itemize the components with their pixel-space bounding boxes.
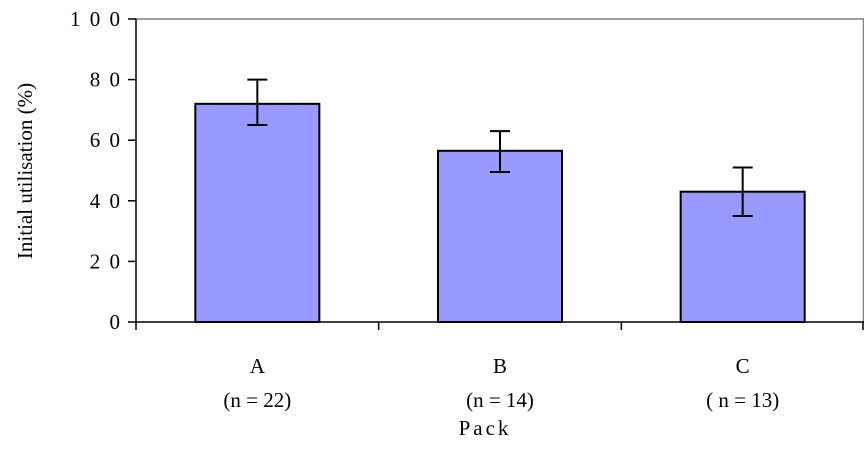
x-axis-title: Pack (459, 416, 512, 440)
x-axis: A (n = 22) B (n = 14) C ( n = 13) (136, 322, 864, 412)
x-category-label: C (736, 354, 750, 378)
y-tick-label: 1 0 0 (70, 7, 122, 31)
x-category-label: B (493, 354, 507, 378)
y-axis: 0 2 0 4 0 6 0 8 0 1 0 0 (70, 7, 136, 334)
bar-B (438, 151, 562, 322)
x-category-sublabel: ( n = 13) (706, 388, 779, 412)
x-category-sublabel: (n = 22) (223, 388, 291, 412)
x-category-sublabel: (n = 14) (466, 388, 534, 412)
y-tick-label: 6 0 (90, 128, 122, 152)
y-tick-label: 2 0 (90, 249, 122, 273)
bar-A (195, 104, 319, 322)
y-tick-label: 0 (110, 310, 123, 334)
y-tick-label: 8 0 (90, 68, 122, 92)
y-tick-label: 4 0 (90, 189, 122, 213)
y-axis-title: Initial utilisation (%) (13, 83, 37, 259)
x-category-label: A (250, 354, 266, 378)
